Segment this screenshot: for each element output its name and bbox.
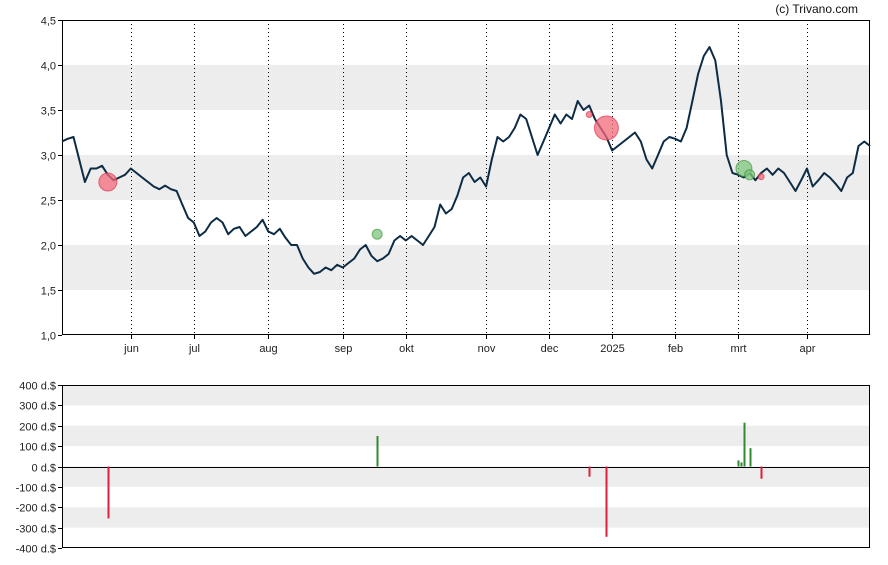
x-tick-label: feb	[668, 343, 683, 355]
buy-marker	[371, 228, 383, 240]
month-x-axis: jun jul aug sep okt nov dec 2025 feb mrt apr	[123, 335, 816, 355]
y-tick-label: 2,5	[41, 196, 56, 208]
y-tick-label: 300 d.$	[19, 401, 56, 413]
y-tick-label: 100 d.$	[19, 442, 56, 454]
y-tick-label: 400 d.$	[19, 381, 56, 393]
y-tick-label: 4,5	[41, 16, 56, 28]
price-plot-frame	[62, 20, 870, 335]
y-tick-label: 3,5	[41, 106, 56, 118]
y-tick-label: -400 d.$	[16, 544, 56, 556]
x-tick-label: nov	[478, 343, 496, 355]
credit-label: (c) Trivano.com	[775, 2, 858, 16]
volume-band	[62, 425, 870, 447]
x-tick-label: dec	[541, 343, 559, 355]
volume-plot-frame	[62, 385, 870, 548]
trade-markers	[98, 111, 765, 240]
y-tick-label: 0 d.$	[32, 463, 56, 475]
volume-band	[62, 507, 870, 528]
volume-frame	[62, 385, 870, 548]
y-tick-label: -300 d.$	[16, 524, 56, 536]
y-tick-label: 1,5	[41, 286, 56, 298]
volume-y-axis: -400 d.$ -300 d.$ -200 d.$ -100 d.$ 0 d.$ 100…	[16, 381, 62, 556]
y-tick-label: 2,0	[41, 241, 56, 253]
price-band	[62, 245, 870, 290]
x-tick-label: apr	[800, 343, 816, 355]
price-band	[62, 155, 870, 200]
x-tick-label: jul	[188, 343, 200, 355]
volume-grid-bands	[62, 385, 870, 528]
x-tick-label: sep	[335, 343, 353, 355]
price-band	[62, 65, 870, 110]
x-tick-label: 2025	[600, 343, 624, 355]
volume-band	[62, 466, 870, 487]
price-line	[61, 46, 871, 275]
volume-bars	[107, 422, 763, 537]
sell-marker	[757, 173, 765, 181]
sell-marker	[585, 111, 593, 118]
sell-marker	[98, 172, 118, 192]
price-y-axis: 1,0 1,5 2,0 2,5 3,0 3,5 4,0 4,5	[41, 16, 62, 343]
volume-band	[62, 385, 870, 406]
x-tick-label: okt	[399, 343, 414, 355]
y-tick-label: -200 d.$	[16, 503, 56, 515]
price-frame	[62, 20, 870, 335]
price-grid-bands	[62, 65, 870, 290]
y-tick-label: 4,0	[41, 61, 56, 73]
month-gridlines	[131, 20, 808, 335]
y-tick-label: 1,0	[41, 331, 56, 343]
x-tick-label: jun	[123, 343, 139, 355]
x-tick-label: aug	[259, 343, 277, 355]
y-tick-label: 200 d.$	[19, 422, 56, 434]
y-tick-label: 3,0	[41, 151, 56, 163]
x-tick-label: mrt	[731, 343, 747, 355]
y-tick-label: -100 d.$	[16, 483, 56, 495]
buy-marker	[744, 169, 756, 181]
sell-marker	[593, 115, 619, 141]
price-series	[61, 46, 871, 275]
